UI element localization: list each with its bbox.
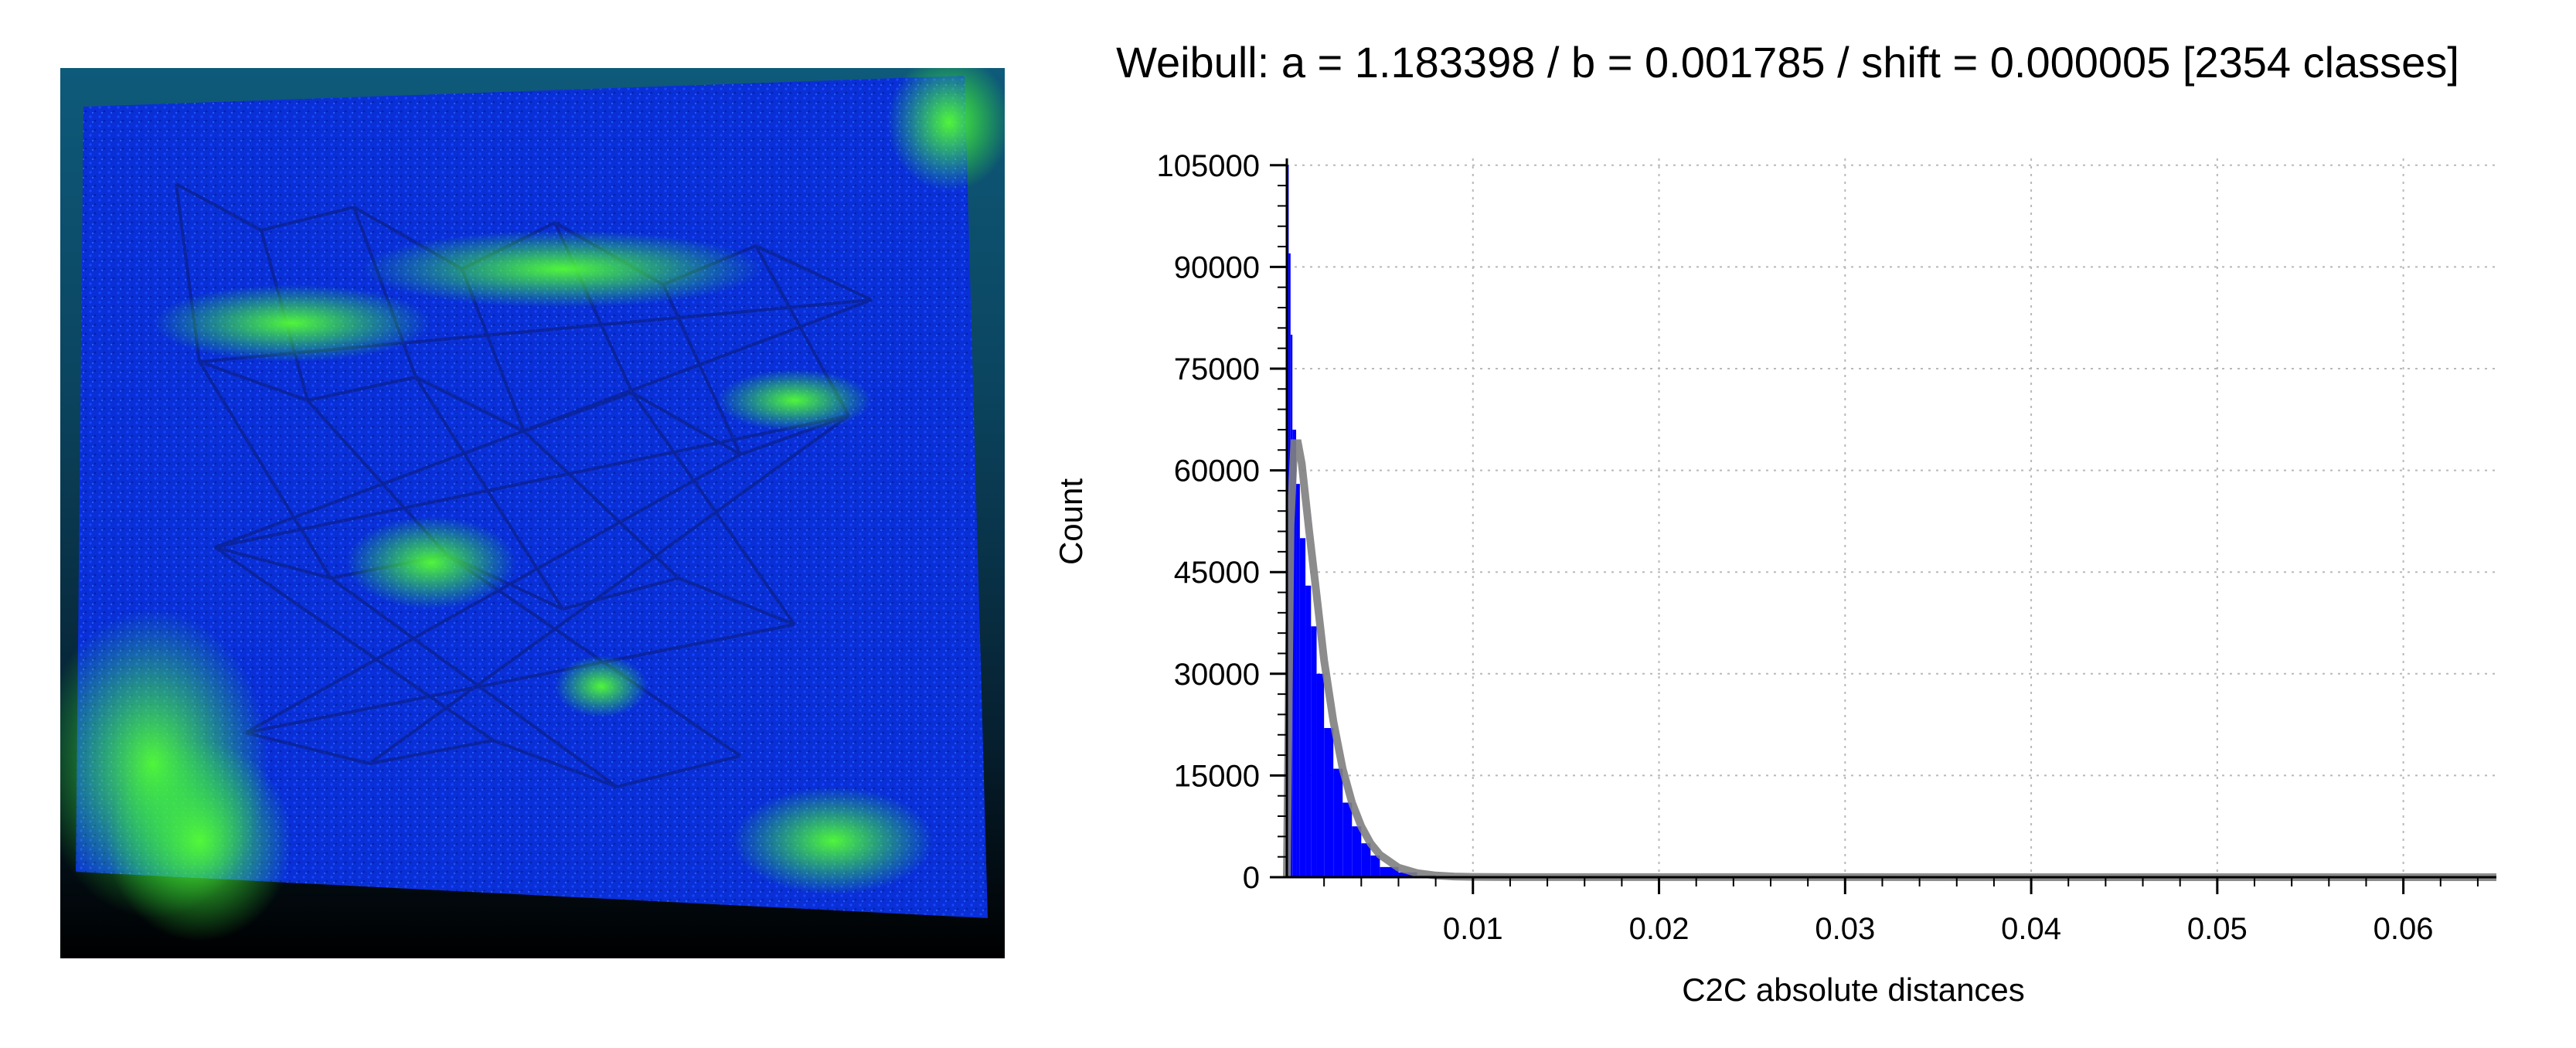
x-tick-label: 0.05 bbox=[2187, 912, 2248, 946]
y-tick-label: 90000 bbox=[1174, 250, 1260, 284]
histogram-bar bbox=[1324, 727, 1334, 877]
crack-line bbox=[175, 182, 262, 232]
crack-line bbox=[631, 391, 741, 456]
crack-line bbox=[198, 360, 332, 580]
x-tick-label: 0.02 bbox=[1629, 912, 1690, 946]
histogram-bar bbox=[1342, 802, 1353, 877]
tick-labels: 0.01 0.02 0.03 0.04 0.05 0.06 0 15000 30000 45000… bbox=[1157, 149, 2434, 946]
green-region bbox=[107, 740, 292, 941]
crack-line bbox=[523, 391, 633, 433]
y-tick-label: 30000 bbox=[1174, 658, 1260, 692]
x-tick-label: 0.03 bbox=[1815, 912, 1875, 946]
green-region bbox=[887, 68, 1005, 192]
histogram-bar bbox=[1292, 429, 1297, 877]
histogram-bar bbox=[1316, 673, 1325, 877]
green-region bbox=[153, 284, 431, 362]
histogram-bars bbox=[1287, 165, 1567, 878]
chart-title: Weibull: a = 1.183398 / b = 0.001785 / s… bbox=[1116, 38, 2459, 87]
crack-line bbox=[522, 430, 680, 580]
x-tick-label: 0.06 bbox=[2374, 912, 2434, 946]
crack-line bbox=[662, 284, 742, 455]
y-tick-label: 45000 bbox=[1174, 556, 1260, 590]
histogram-bar bbox=[1333, 768, 1343, 877]
y-tick-label: 0 bbox=[1243, 861, 1260, 895]
grid-layer bbox=[1287, 158, 2496, 877]
green-region bbox=[733, 787, 934, 895]
green-region bbox=[362, 230, 764, 308]
weibull-fit-curve bbox=[1283, 439, 2497, 881]
histogram-bar bbox=[1311, 626, 1317, 877]
high-distance-regions bbox=[60, 68, 1005, 941]
histogram-chart: Weibull: a = 1.183398 / b = 0.001785 / s… bbox=[1053, 38, 2497, 1008]
point-cloud-viewer[interactable] bbox=[60, 68, 1005, 958]
green-region bbox=[555, 655, 648, 717]
histogram-bar bbox=[1370, 855, 1380, 877]
histogram-bar bbox=[1299, 538, 1306, 877]
green-region bbox=[346, 516, 516, 609]
y-axis-title: Count bbox=[1053, 478, 1089, 565]
crack-line bbox=[307, 376, 417, 402]
crack-line bbox=[755, 244, 873, 301]
crack-line bbox=[214, 546, 332, 580]
green-region bbox=[717, 369, 872, 431]
crack-line bbox=[213, 546, 495, 742]
crack-line bbox=[368, 414, 850, 765]
crack-line bbox=[415, 376, 525, 433]
point-cloud-render bbox=[60, 68, 1005, 941]
histogram-bar bbox=[1380, 866, 1399, 877]
histogram-bar bbox=[1361, 843, 1371, 877]
crack-line bbox=[245, 623, 795, 734]
crack-line bbox=[678, 577, 795, 626]
x-tick-label: 0.04 bbox=[2001, 912, 2061, 946]
crack-line bbox=[562, 577, 679, 611]
histogram-bar bbox=[1305, 585, 1312, 877]
y-tick-label: 75000 bbox=[1174, 352, 1260, 386]
y-tick-label: 15000 bbox=[1174, 759, 1260, 793]
crack-line bbox=[616, 754, 741, 788]
crack-line bbox=[631, 391, 796, 626]
crack-line bbox=[414, 376, 564, 611]
crack-line bbox=[260, 206, 355, 232]
histogram-bar bbox=[1296, 484, 1300, 877]
crack-line bbox=[369, 739, 494, 765]
histogram-bar bbox=[1398, 872, 1417, 877]
y-tick-label: 60000 bbox=[1174, 454, 1260, 488]
x-axis-title: C2C absolute distances bbox=[1682, 971, 2025, 1008]
histogram-panel: Weibull: a = 1.183398 / b = 0.001785 / s… bbox=[1005, 0, 2576, 1048]
axes bbox=[1270, 158, 2496, 894]
crack-line bbox=[352, 206, 417, 378]
histogram-bar bbox=[1352, 826, 1362, 877]
crack-line bbox=[492, 739, 618, 788]
crack-line bbox=[214, 414, 849, 549]
x-tick-label: 0.01 bbox=[1443, 912, 1503, 946]
crack-line bbox=[329, 577, 618, 788]
weibull-fit-line bbox=[1283, 439, 2497, 881]
y-tick-label: 105000 bbox=[1157, 149, 1260, 183]
crack-line bbox=[199, 360, 308, 402]
